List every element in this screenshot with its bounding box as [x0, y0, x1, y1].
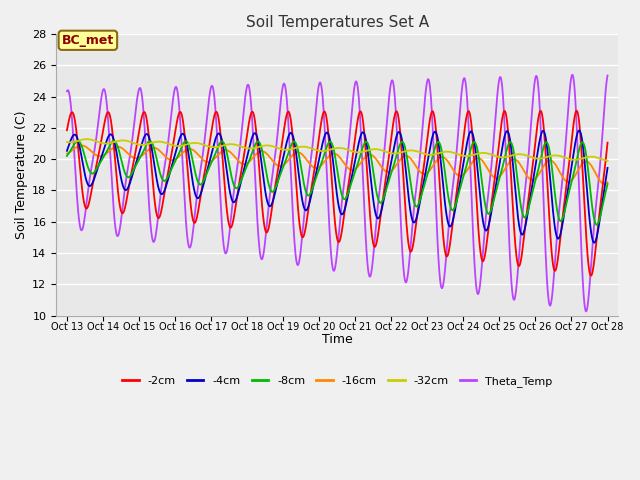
-8cm: [535, 164, 543, 170]
-16cm: [63, 151, 71, 156]
Theta_Temp: [604, 72, 611, 78]
Text: BC_met: BC_met: [62, 34, 114, 47]
Line: -2cm: -2cm: [67, 111, 607, 276]
-2cm: [535, 113, 543, 119]
-4cm: [157, 191, 164, 196]
-8cm: [74, 138, 82, 144]
-16cm: [604, 180, 611, 185]
X-axis label: Time: Time: [322, 333, 353, 346]
-32cm: [157, 139, 164, 144]
-16cm: [593, 173, 601, 179]
Theta_Temp: [582, 309, 590, 314]
-4cm: [63, 148, 71, 154]
-2cm: [573, 108, 580, 114]
-16cm: [535, 171, 543, 177]
-8cm: [604, 181, 611, 187]
-4cm: [271, 193, 278, 199]
-32cm: [83, 136, 91, 142]
-32cm: [593, 155, 601, 160]
Legend: -2cm, -4cm, -8cm, -16cm, -32cm, Theta_Temp: -2cm, -4cm, -8cm, -16cm, -32cm, Theta_Te…: [118, 372, 557, 392]
-4cm: [294, 163, 301, 168]
-16cm: [271, 160, 278, 166]
-16cm: [294, 149, 301, 155]
-32cm: [125, 138, 132, 144]
-2cm: [294, 201, 301, 207]
Line: Theta_Temp: Theta_Temp: [67, 75, 607, 312]
-8cm: [125, 174, 132, 180]
-4cm: [590, 240, 598, 246]
-8cm: [271, 187, 278, 193]
Line: -16cm: -16cm: [67, 145, 607, 184]
-4cm: [604, 165, 611, 171]
Line: -32cm: -32cm: [67, 139, 607, 161]
Theta_Temp: [271, 160, 278, 166]
-32cm: [294, 144, 301, 150]
-16cm: [77, 143, 85, 148]
-2cm: [63, 127, 71, 133]
-8cm: [157, 173, 164, 179]
Theta_Temp: [125, 161, 132, 167]
-32cm: [604, 158, 611, 164]
Theta_Temp: [568, 72, 576, 78]
-32cm: [535, 156, 543, 161]
-16cm: [125, 151, 132, 157]
Theta_Temp: [593, 190, 601, 196]
-16cm: [600, 181, 608, 187]
-32cm: [271, 144, 278, 150]
-2cm: [604, 140, 611, 145]
-8cm: [593, 222, 600, 228]
Title: Soil Temperatures Set A: Soil Temperatures Set A: [246, 15, 429, 30]
-4cm: [593, 231, 601, 237]
-4cm: [125, 184, 132, 190]
-16cm: [157, 149, 164, 155]
Line: -8cm: -8cm: [67, 141, 607, 225]
-4cm: [575, 128, 583, 133]
-8cm: [294, 147, 301, 153]
Theta_Temp: [157, 191, 164, 197]
-8cm: [63, 153, 71, 159]
-2cm: [125, 186, 132, 192]
-8cm: [593, 222, 601, 228]
Theta_Temp: [63, 88, 71, 94]
Theta_Temp: [294, 262, 301, 268]
-2cm: [157, 211, 164, 216]
Theta_Temp: [535, 88, 543, 94]
-2cm: [593, 230, 601, 236]
-2cm: [587, 273, 595, 278]
-2cm: [271, 190, 278, 195]
Y-axis label: Soil Temperature (C): Soil Temperature (C): [15, 110, 28, 239]
-4cm: [535, 143, 543, 149]
-32cm: [63, 139, 71, 145]
Line: -4cm: -4cm: [67, 131, 607, 243]
